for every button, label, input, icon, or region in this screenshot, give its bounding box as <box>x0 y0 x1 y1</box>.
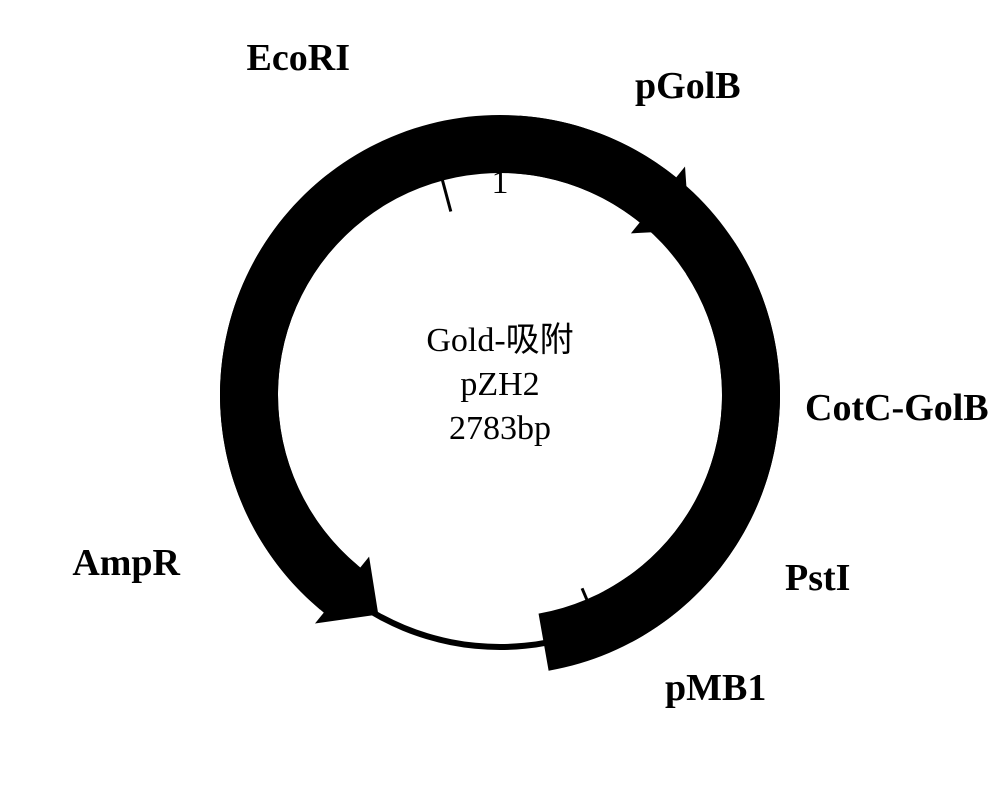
feature-label-CotC-GolB: CotC-GolB <box>805 387 989 429</box>
feature-AmpR <box>220 174 363 609</box>
origin-marker: 1 <box>492 164 509 201</box>
site-label-EcoRI: EcoRI <box>247 37 350 79</box>
feature-label-pGolB: pGolB <box>635 65 741 107</box>
plasmid-title-line1: Gold-吸附 <box>426 322 573 359</box>
feature-label-AmpR: AmpR <box>72 542 180 584</box>
site-label-PstI: PstI <box>785 557 850 599</box>
plasmid-title-line2: pZH2 <box>460 366 539 403</box>
plasmid-size-label: 2783bp <box>449 410 551 447</box>
feature-label-pMB1: pMB1 <box>665 667 766 709</box>
